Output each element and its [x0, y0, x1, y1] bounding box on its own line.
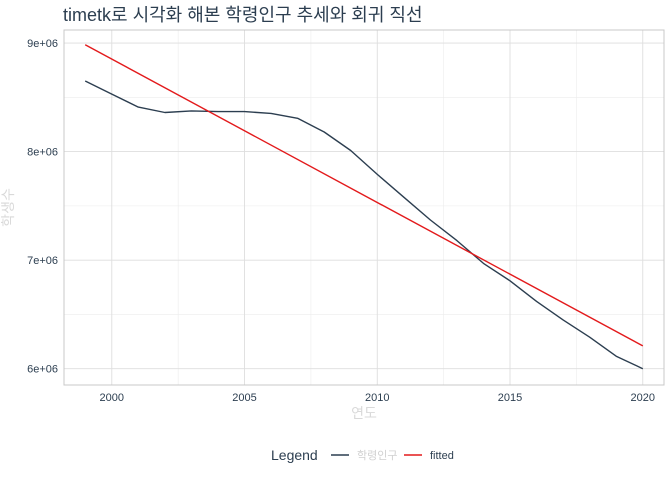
x-tick-label: 2010	[365, 392, 389, 404]
legend: Legend 학령인구 fitted	[271, 447, 454, 463]
x-axis-label: 연도	[351, 405, 377, 421]
panel-background	[64, 30, 664, 385]
legend-label-series-1: 학령인구	[357, 449, 397, 462]
grid-lines	[64, 30, 664, 385]
x-axis-ticks: 2000 2005 2010 2015 2020	[100, 392, 655, 404]
y-tick-label: 7e+06	[27, 255, 58, 267]
y-axis-ticks: 6e+06 7e+06 8e+06 9e+06	[27, 38, 58, 376]
x-tick-label: 2000	[100, 392, 124, 404]
series-line-2	[84, 44, 644, 347]
legend-label-fitted: fitted	[430, 450, 454, 462]
chart-title: timetk로 시각화 해본 학령인구 추세와 회귀 직선	[63, 5, 423, 25]
y-tick-label: 9e+06	[27, 38, 58, 50]
x-tick-label: 2005	[232, 392, 256, 404]
x-tick-label: 2020	[631, 392, 655, 404]
y-tick-label: 8e+06	[27, 147, 58, 159]
legend-title: Legend	[271, 447, 318, 463]
x-tick-label: 2015	[498, 392, 522, 404]
panel-border	[63, 29, 665, 386]
series-line-1	[84, 80, 644, 370]
y-tick-label: 6e+06	[27, 364, 58, 376]
plot-panel	[63, 29, 665, 386]
y-axis-label: 학생수	[0, 188, 16, 227]
series-layer	[84, 44, 644, 370]
